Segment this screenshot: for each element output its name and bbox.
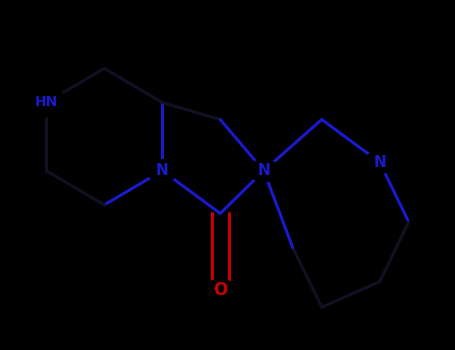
Text: N: N [373, 155, 386, 170]
Circle shape [248, 160, 279, 182]
Circle shape [147, 160, 177, 182]
Circle shape [27, 88, 66, 117]
Circle shape [205, 279, 236, 301]
Text: N: N [156, 163, 169, 178]
Text: O: O [213, 281, 228, 299]
Circle shape [364, 151, 395, 173]
Text: HN: HN [35, 96, 58, 110]
Text: N: N [258, 163, 270, 178]
